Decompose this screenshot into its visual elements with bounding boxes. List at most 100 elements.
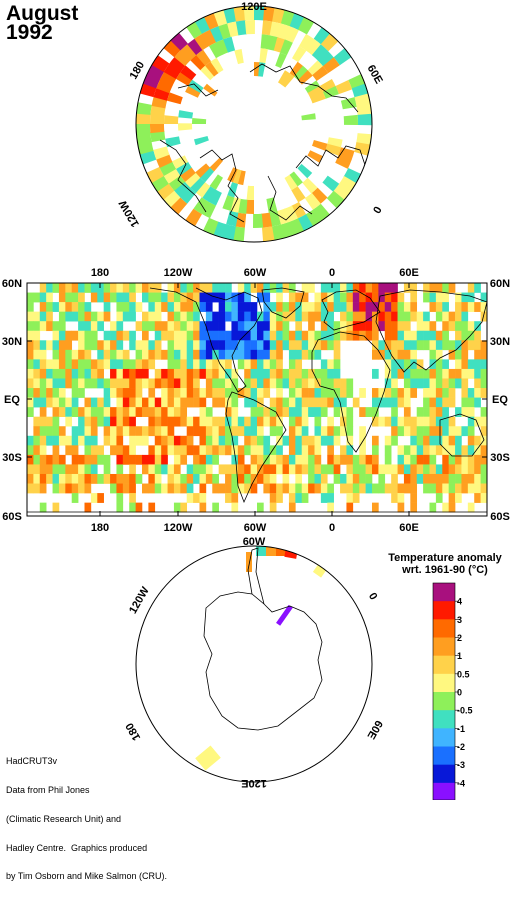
- grid-cell: [429, 340, 437, 351]
- grid-cell: [480, 473, 487, 484]
- asia-outline: [375, 289, 487, 373]
- grid-cell: [442, 283, 449, 293]
- grid-cell: [346, 502, 354, 513]
- grid-cell: [250, 330, 258, 341]
- grid-cell: [129, 330, 136, 341]
- grid-cell: [218, 388, 226, 398]
- grid-cell: [116, 311, 124, 322]
- lon-label-60e-bottom: 60E: [399, 522, 419, 534]
- grid-cell: [27, 445, 34, 456]
- grid-cell: [314, 378, 322, 389]
- grid-cell: [295, 349, 303, 360]
- grid-cell: [142, 311, 149, 322]
- grid-cell: [467, 464, 475, 475]
- grid-cell: [340, 330, 347, 341]
- grid-cell: [116, 397, 124, 408]
- grid-cell: [122, 397, 130, 408]
- north-polar-coastlines: [159, 63, 367, 223]
- south-america-outline: [225, 391, 287, 504]
- grid-cell: [135, 426, 143, 437]
- grid-cell: [167, 302, 175, 312]
- grid-cell: [225, 302, 232, 312]
- grid-cell: [384, 359, 392, 370]
- grid-cell: [103, 473, 111, 484]
- grid-cell: [397, 493, 405, 503]
- polar-cell: [354, 93, 371, 107]
- grid-cell: [295, 292, 303, 303]
- grid-cell: [467, 359, 475, 370]
- grid-cell: [448, 397, 456, 408]
- grid-cell: [467, 292, 475, 303]
- grid-cell: [263, 416, 271, 427]
- polar-cell: [246, 185, 254, 200]
- legend-tick-label: -1: [457, 724, 465, 734]
- grid-cell: [391, 397, 398, 408]
- grid-cell: [391, 464, 398, 475]
- grid-cell: [237, 473, 245, 484]
- grid-cell: [250, 378, 258, 389]
- legend-tick-label: 3: [457, 615, 462, 625]
- grid-cell: [288, 416, 296, 427]
- grid-cell: [416, 473, 424, 484]
- grid-cell: [129, 445, 136, 456]
- grid-cell: [467, 473, 475, 484]
- grid-cell: [423, 483, 430, 494]
- grid-cell: [295, 340, 303, 351]
- grid-cell: [282, 330, 290, 341]
- grid-cell: [269, 311, 277, 322]
- grid-cell: [435, 283, 443, 293]
- grid-cell: [276, 445, 283, 456]
- grid-cell: [346, 330, 354, 341]
- grid-cell: [429, 426, 437, 437]
- grid-cell: [308, 311, 315, 322]
- grid-cell: [52, 416, 60, 427]
- grid-cell: [218, 311, 226, 322]
- grid-cell: [269, 502, 277, 513]
- polar-cell: [297, 163, 313, 179]
- grid-cell: [480, 292, 487, 303]
- grid-cell: [435, 330, 443, 341]
- south-cell: [276, 604, 293, 626]
- grid-cell: [97, 378, 104, 389]
- polar-cell: [311, 187, 328, 205]
- grid-cell: [142, 397, 149, 408]
- legend-tick-label: 0.5: [457, 669, 470, 679]
- grid-cell: [110, 340, 117, 351]
- grid-cell: [122, 445, 130, 456]
- grid-cell: [384, 378, 392, 389]
- grid-cell: [65, 445, 73, 456]
- grid-cell: [225, 473, 232, 484]
- polar-cell: [143, 73, 161, 89]
- grid-cell: [193, 493, 200, 503]
- grid-cell: [39, 378, 47, 389]
- grid-cell: [84, 426, 92, 437]
- grid-cell: [288, 340, 296, 351]
- grid-cell: [129, 311, 136, 322]
- grid-cell: [435, 464, 443, 475]
- grid-cell: [410, 378, 418, 389]
- grid-cell: [435, 493, 443, 503]
- grid-cell: [180, 302, 188, 312]
- grid-cell: [212, 321, 219, 332]
- grid-cell: [154, 340, 162, 351]
- grid-cell: [320, 483, 328, 494]
- grid-cell: [186, 445, 194, 456]
- grid-cell: [193, 292, 200, 303]
- legend-tick-label: -0.5: [457, 706, 473, 716]
- grid-cell: [27, 473, 34, 484]
- grid-cell: [135, 502, 143, 513]
- grid-cell: [257, 407, 264, 417]
- grid-cell: [423, 311, 430, 322]
- polar-cell: [271, 224, 285, 241]
- grid-cell: [423, 407, 430, 417]
- grid-cell: [122, 473, 130, 484]
- grid-cell: [65, 311, 73, 322]
- polar-cell: [245, 199, 254, 215]
- grid-cell: [161, 435, 168, 446]
- grid-cell: [33, 311, 41, 322]
- grid-cell: [269, 407, 277, 417]
- grid-cell: [282, 340, 290, 351]
- grid-cell: [103, 388, 111, 398]
- grid-cell: [269, 368, 277, 379]
- grid-cell: [359, 445, 366, 456]
